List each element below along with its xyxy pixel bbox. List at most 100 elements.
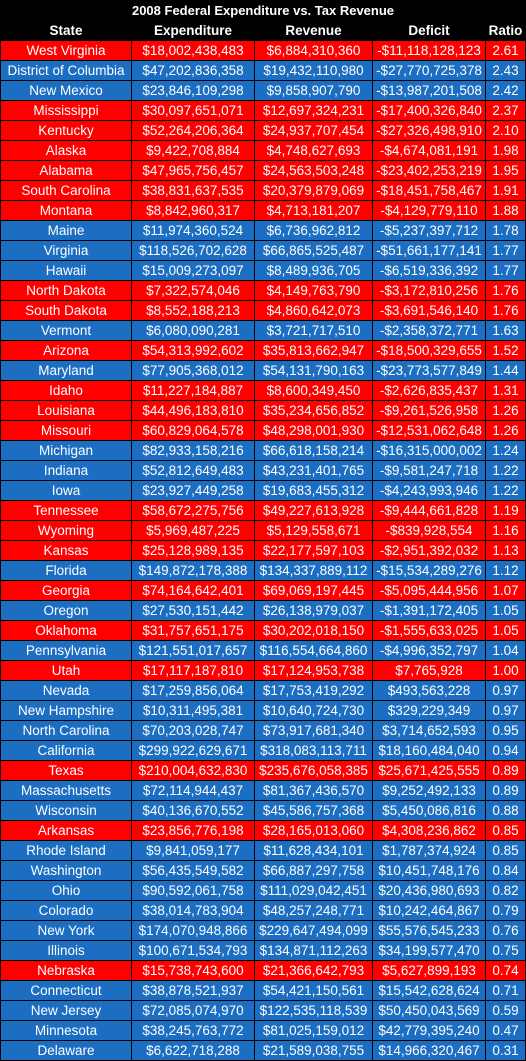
cell-expenditure: $54,313,992,602 — [132, 341, 254, 360]
cell-deficit: -$17,400,326,840 — [373, 101, 485, 120]
cell-expenditure: $18,002,438,483 — [132, 41, 254, 60]
cell-state: Tennessee — [1, 501, 131, 520]
cell-ratio: 2.10 — [486, 121, 525, 140]
cell-ratio: 0.79 — [486, 901, 525, 920]
cell-expenditure: $121,551,017,657 — [132, 641, 254, 660]
cell-deficit: $15,542,628,624 — [373, 981, 485, 1000]
cell-state: Arkansas — [1, 821, 131, 840]
table-row: Kentucky $52,264,206,364 $24,937,707,454 -$… — [1, 121, 525, 140]
table-row: Connecticut $38,878,521,937 $54,421,150,56… — [1, 981, 525, 1000]
cell-expenditure: $5,969,487,225 — [132, 521, 254, 540]
cell-revenue: $24,937,707,454 — [255, 121, 372, 140]
cell-revenue: $17,753,419,292 — [255, 681, 372, 700]
table-row: Massachusetts $72,114,944,437 $81,367,436,… — [1, 781, 525, 800]
cell-ratio: 0.85 — [486, 821, 525, 840]
cell-ratio: 2.43 — [486, 61, 525, 80]
cell-ratio: 0.88 — [486, 801, 525, 820]
cell-revenue: $30,202,018,150 — [255, 621, 372, 640]
table-row: Wisconsin $40,136,670,552 $45,586,757,368 $… — [1, 801, 525, 820]
cell-revenue: $19,432,110,980 — [255, 61, 372, 80]
cell-state: North Carolina — [1, 721, 131, 740]
cell-expenditure: $8,842,960,317 — [132, 201, 254, 220]
cell-ratio: 0.97 — [486, 701, 525, 720]
table-row: Maine $11,974,360,524 $6,736,962,812 -$5,23… — [1, 221, 525, 240]
cell-state: Mississippi — [1, 101, 131, 120]
cell-ratio: 1.04 — [486, 641, 525, 660]
table-row: Georgia $74,164,642,401 $69,069,197,445 -$5… — [1, 581, 525, 600]
cell-expenditure: $52,264,206,364 — [132, 121, 254, 140]
cell-deficit: -$5,237,397,712 — [373, 221, 485, 240]
cell-revenue: $21,366,642,793 — [255, 961, 372, 980]
cell-revenue: $8,600,349,450 — [255, 381, 372, 400]
cell-deficit: -$12,531,062,648 — [373, 421, 485, 440]
cell-ratio: 1.12 — [486, 561, 525, 580]
cell-deficit: $55,576,545,233 — [373, 921, 485, 940]
cell-revenue: $134,337,889,112 — [255, 561, 372, 580]
cell-ratio: 0.71 — [486, 981, 525, 1000]
cell-ratio: 2.37 — [486, 101, 525, 120]
cell-deficit: $25,671,425,555 — [373, 761, 485, 780]
table-row: Louisiana $44,496,183,810 $35,234,656,852-… — [1, 401, 525, 420]
header-row: State Expenditure Revenue Deficit Ratio — [1, 21, 525, 40]
cell-expenditure: $174,070,948,866 — [132, 921, 254, 940]
cell-revenue: $73,917,681,340 — [255, 721, 372, 740]
cell-ratio: 0.47 — [486, 1021, 525, 1040]
cell-ratio: 1.26 — [486, 421, 525, 440]
cell-revenue: $66,865,525,487 — [255, 241, 372, 260]
cell-state: Indiana — [1, 461, 131, 480]
table-row: Nevada $17,259,856,064 $17,753,419,292 $493… — [1, 681, 525, 700]
cell-expenditure: $9,422,708,884 — [132, 141, 254, 160]
cell-deficit: $4,308,236,862 — [373, 821, 485, 840]
table-row: Arkansas $23,856,776,198 $28,165,013,060 $4… — [1, 821, 525, 840]
cell-state: Pennsylvania — [1, 641, 131, 660]
cell-deficit: -$9,581,247,718 — [373, 461, 485, 480]
table-row: Arizona $54,313,992,602 $35,813,662,947 -$1… — [1, 341, 525, 360]
cell-state: Massachusetts — [1, 781, 131, 800]
cell-revenue: $111,029,042,451 — [255, 881, 372, 900]
table-row: North Dakota $7,322,574,046 $4,149,763,790… — [1, 281, 525, 300]
cell-revenue: $26,138,979,037 — [255, 601, 372, 620]
cell-revenue: $122,535,118,539 — [255, 1001, 372, 1020]
cell-deficit: -$4,243,993,946 — [373, 481, 485, 500]
table-row: Montana $8,842,960,317 $4,713,181,207 -$4,1… — [1, 201, 525, 220]
cell-expenditure: $74,164,642,401 — [132, 581, 254, 600]
cell-ratio: 0.75 — [486, 941, 525, 960]
cell-expenditure: $7,322,574,046 — [132, 281, 254, 300]
cell-deficit: $5,627,899,193 — [373, 961, 485, 980]
cell-revenue: $12,697,324,231 — [255, 101, 372, 120]
cell-deficit: -$18,451,758,467 — [373, 181, 485, 200]
cell-deficit: -$23,402,253,219 — [373, 161, 485, 180]
cell-state: Vermont — [1, 321, 131, 340]
cell-deficit: -$27,326,498,910 — [373, 121, 485, 140]
cell-ratio: 1.31 — [486, 381, 525, 400]
cell-revenue: $19,683,455,312 — [255, 481, 372, 500]
cell-ratio: 1.00 — [486, 661, 525, 680]
cell-state: Alaska — [1, 141, 131, 160]
table-row: Oklahoma $31,757,651,175 $30,202,018,150 -$… — [1, 621, 525, 640]
cell-expenditure: $31,757,651,175 — [132, 621, 254, 640]
cell-expenditure: $77,905,368,012 — [132, 361, 254, 380]
cell-state: Virginia — [1, 241, 131, 260]
table-row: Pennsylvania $121,551,017,657 $116,554,664… — [1, 641, 525, 660]
cell-deficit: -$9,261,526,958 — [373, 401, 485, 420]
cell-expenditure: $58,672,275,756 — [132, 501, 254, 520]
cell-expenditure: $82,933,158,216 — [132, 441, 254, 460]
cell-deficit: $5,450,086,816 — [373, 801, 485, 820]
cell-revenue: $35,234,656,852 — [255, 401, 372, 420]
cell-expenditure: $17,117,187,810 — [132, 661, 254, 680]
table-row: Nebraska $15,738,743,600 $21,366,642,793 $5… — [1, 961, 525, 980]
table-row: Kansas $25,128,989,135 $22,177,597,103 -$2,… — [1, 541, 525, 560]
cell-deficit: -$16,315,000,002 — [373, 441, 485, 460]
cell-state: Washington — [1, 861, 131, 880]
cell-state: North Dakota — [1, 281, 131, 300]
cell-state: Louisiana — [1, 401, 131, 420]
cell-state: Oklahoma — [1, 621, 131, 640]
cell-deficit: -$4,996,352,797 — [373, 641, 485, 660]
cell-deficit: -$839,928,554 — [373, 521, 485, 540]
table-row: District of Columbia $47,202,836,358 $19,4… — [1, 61, 525, 80]
cell-revenue: $4,149,763,790 — [255, 281, 372, 300]
table-row: Minnesota $38,245,763,772 $81,025,159,012 $… — [1, 1021, 525, 1040]
cell-revenue: $66,887,297,758 — [255, 861, 372, 880]
cell-ratio: 1.78 — [486, 221, 525, 240]
cell-revenue: $116,554,664,860 — [255, 641, 372, 660]
